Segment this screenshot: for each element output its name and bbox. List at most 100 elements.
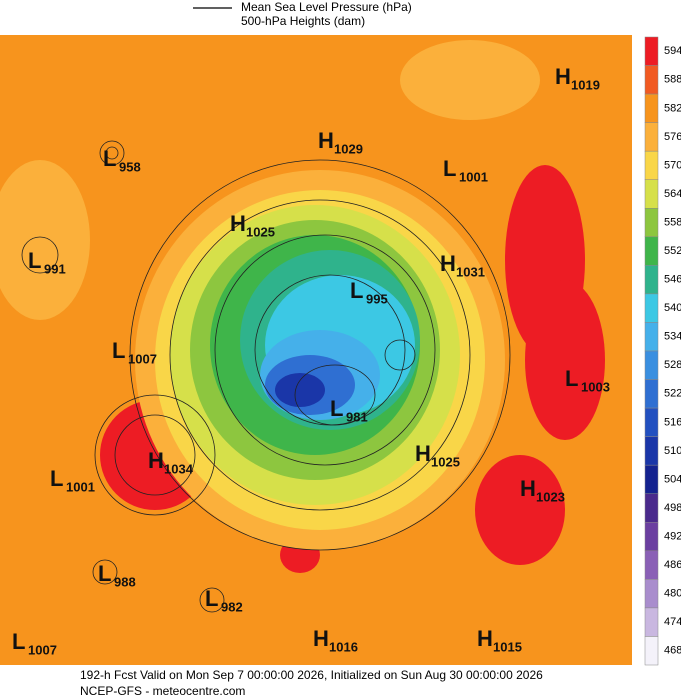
center-letter: H — [415, 441, 431, 466]
legend-item: Mean Sea Level Pressure (hPa) — [241, 0, 412, 14]
field — [0, 160, 90, 320]
center-value: 1015 — [493, 639, 522, 654]
center-letter: H — [477, 626, 493, 651]
isobar — [114, 414, 196, 496]
colorbar-swatch — [644, 407, 659, 437]
center-value: 1025 — [246, 224, 275, 239]
isobar — [92, 559, 118, 585]
colorbar-swatch — [644, 579, 659, 609]
colorbar-swatch — [644, 379, 659, 409]
isobar — [384, 339, 416, 371]
center-value: 1016 — [329, 639, 358, 654]
colorbar-swatch — [644, 522, 659, 552]
center-value: 995 — [366, 291, 388, 306]
center-letter: L — [205, 586, 218, 611]
colorbar-swatch — [644, 607, 659, 637]
center-letter: L — [330, 396, 343, 421]
map — [0, 35, 632, 665]
center-value: 988 — [114, 574, 136, 589]
isobar — [99, 140, 125, 166]
center-letter: L — [12, 629, 25, 654]
colorbar-swatch — [644, 493, 659, 523]
isobar — [199, 587, 225, 613]
center-letter: H — [520, 476, 536, 501]
field — [400, 40, 540, 120]
center-letter: L — [443, 156, 456, 181]
colorbar-label: 498 — [664, 502, 681, 514]
colorbar-label: 534 — [664, 331, 681, 343]
center-value: 1007 — [28, 642, 57, 657]
center-letter: H — [148, 448, 164, 473]
field — [475, 455, 565, 565]
colorbar-swatch — [644, 208, 659, 238]
center-letter: H — [555, 64, 571, 89]
colorbar: 594 588 582 576 570 564 558 552 546 540 534 528 522 5… — [644, 36, 681, 666]
legend: Mean Sea Level Pressure (hPa) 500-hPa He… — [193, 0, 412, 28]
colorbar-label: 510 — [664, 445, 681, 457]
colorbar-label: 576 — [664, 131, 681, 143]
colorbar-label: 582 — [664, 102, 681, 114]
center-letter: H — [313, 626, 329, 651]
center-value: 1034 — [164, 461, 194, 476]
colorbar-swatch — [644, 436, 659, 466]
colorbar-label: 504 — [664, 473, 681, 485]
center-value: 991 — [44, 261, 66, 276]
colorbar-label: 570 — [664, 159, 681, 171]
center-letter: L — [98, 561, 111, 586]
center-letter: H — [230, 211, 246, 236]
colorbar-swatch — [644, 293, 659, 323]
center-letter: L — [565, 366, 578, 391]
colorbar-label: 588 — [664, 74, 681, 86]
center-value: 982 — [221, 599, 243, 614]
colorbar-label: 594 — [664, 45, 681, 57]
colorbar-swatch — [644, 36, 659, 66]
colorbar-label: 468 — [664, 645, 681, 657]
colorbar-swatch — [644, 636, 659, 666]
isobar — [294, 364, 376, 426]
colorbar-swatch — [644, 122, 659, 152]
colorbar-swatch — [644, 179, 659, 209]
center-value: 958 — [119, 159, 141, 174]
isobar — [214, 234, 436, 466]
footer-text: NCEP-GFS - meteocentre.com — [80, 684, 245, 698]
center-value: 1007 — [128, 351, 157, 366]
colorbar-swatch — [644, 150, 659, 180]
center-value: 1001 — [459, 169, 488, 184]
center-letter: L — [350, 278, 363, 303]
center-letter: L — [50, 466, 63, 491]
center-value: 1001 — [66, 479, 95, 494]
colorbar-label: 564 — [664, 188, 681, 200]
colorbar-label: 516 — [664, 416, 681, 428]
colorbar-swatch — [644, 236, 659, 266]
colorbar-label: 480 — [664, 588, 681, 600]
isobars — [21, 140, 511, 613]
colorbar-swatch — [644, 350, 659, 380]
center-letter: H — [440, 251, 456, 276]
colorbar-swatch — [644, 464, 659, 494]
center-letter: L — [103, 146, 116, 171]
isobar — [169, 199, 471, 511]
isobar — [21, 236, 59, 274]
colorbar-swatch — [644, 265, 659, 295]
colorbar-label: 492 — [664, 530, 681, 542]
colorbar-label: 522 — [664, 388, 681, 400]
colorbar-swatch — [644, 93, 659, 123]
colorbar-swatch — [644, 550, 659, 580]
footer-text: 192-h Fcst Valid on Mon Sep 7 00:00:00 2… — [80, 668, 543, 682]
colorbar-label: 546 — [664, 274, 681, 286]
field — [525, 280, 605, 440]
colorbar-swatch — [644, 322, 659, 352]
colorbar-label: 552 — [664, 245, 681, 257]
legend-item: 500-hPa Heights (dam) — [241, 14, 365, 28]
isobar — [129, 159, 511, 551]
field — [275, 373, 325, 407]
center-value: 1003 — [581, 379, 610, 394]
colorbar-swatch — [644, 65, 659, 95]
center-value: 1025 — [431, 454, 460, 469]
colorbar-label: 540 — [664, 302, 681, 314]
center-value: 981 — [346, 409, 368, 424]
center-letter: L — [112, 338, 125, 363]
colorbar-label: 486 — [664, 559, 681, 571]
